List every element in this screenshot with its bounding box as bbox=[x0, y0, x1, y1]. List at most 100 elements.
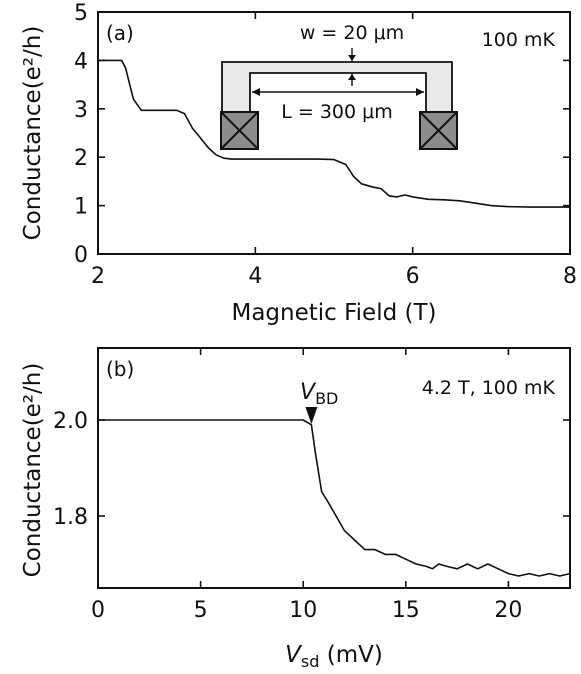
x-tick-label-b: 20 bbox=[494, 598, 522, 623]
data-point-b bbox=[179, 419, 181, 421]
data-point-b bbox=[548, 573, 551, 575]
data-point-a bbox=[152, 109, 154, 111]
breakdown-voltage-label: V bbox=[300, 380, 317, 405]
y-tick-label-b: 2.0 bbox=[53, 409, 88, 434]
data-point-a bbox=[207, 146, 209, 149]
data-point-a bbox=[569, 206, 571, 208]
data-point-a bbox=[231, 158, 233, 160]
data-point-b bbox=[321, 491, 323, 493]
plot-frame-a bbox=[97, 11, 571, 255]
data-point-b bbox=[446, 565, 448, 568]
data-point-a bbox=[215, 154, 217, 156]
x-axis-label-b-subscript: sd bbox=[301, 652, 320, 671]
right-contact-cross bbox=[419, 111, 458, 150]
data-point-b bbox=[507, 573, 510, 575]
x-tick-label-a: 2 bbox=[91, 264, 105, 289]
x-tick-label-b: 0 bbox=[91, 598, 105, 623]
data-point-a bbox=[121, 59, 123, 62]
data-point-a bbox=[404, 194, 406, 196]
data-point-b bbox=[384, 553, 386, 556]
data-point-b bbox=[200, 419, 202, 421]
data-point-a bbox=[360, 183, 363, 185]
conditions-annotation-b: 4.2 T, 100 mK bbox=[422, 377, 556, 399]
data-point-a bbox=[176, 109, 178, 111]
x-tick-label-b: 15 bbox=[392, 598, 420, 623]
series-line-b bbox=[98, 419, 571, 577]
data-point-b bbox=[466, 563, 468, 565]
data-point-b bbox=[310, 424, 313, 426]
data-point-a bbox=[270, 158, 272, 160]
data-point-b bbox=[374, 549, 376, 551]
x-tick-label-a: 8 bbox=[563, 264, 577, 289]
panel-b: (b) 4.2 T, 100 mK VBD Vsd (mV) Conductan… bbox=[20, 347, 571, 671]
data-point-b bbox=[282, 419, 284, 421]
data-point-a bbox=[412, 196, 414, 198]
panel-label-a: (a) bbox=[106, 21, 134, 45]
data-point-b bbox=[158, 419, 161, 421]
data-point-a bbox=[396, 196, 398, 198]
data-point-a bbox=[223, 157, 225, 159]
data-point-b bbox=[538, 575, 540, 577]
left-contact-cross bbox=[220, 111, 259, 150]
series-line-a bbox=[98, 59, 570, 208]
data-point-b bbox=[302, 419, 304, 421]
breakdown-voltage-arrowhead bbox=[305, 407, 318, 424]
data-point-a bbox=[443, 199, 445, 201]
data-point-b bbox=[569, 573, 571, 575]
data-point-b bbox=[220, 419, 222, 421]
y-tick-label-a: 4 bbox=[74, 49, 88, 74]
data-point-a bbox=[183, 113, 186, 115]
data-point-b bbox=[394, 553, 397, 556]
plot-frame-b bbox=[97, 347, 571, 589]
data-point-b bbox=[117, 419, 120, 421]
data-point-a bbox=[427, 198, 429, 200]
data-point-b bbox=[518, 575, 520, 577]
data-point-b bbox=[364, 549, 366, 551]
data-point-b bbox=[261, 419, 263, 421]
data-point-a bbox=[345, 163, 347, 166]
data-point-a bbox=[124, 67, 127, 69]
data-point-b bbox=[335, 515, 337, 517]
length-label: L = 300 μm bbox=[281, 101, 393, 123]
data-point-a bbox=[333, 159, 335, 161]
data-point-b bbox=[314, 453, 317, 455]
data-point-a bbox=[246, 158, 249, 160]
data-point-a bbox=[140, 109, 142, 111]
data-point-a bbox=[199, 137, 201, 139]
y-tick-label-a: 1 bbox=[74, 195, 88, 220]
x-tick-label-b: 10 bbox=[289, 598, 317, 623]
data-point-b bbox=[353, 539, 356, 541]
y-axis-label-a: Conductance(e²/h) bbox=[20, 26, 46, 241]
data-point-b bbox=[438, 563, 440, 565]
data-point-a bbox=[97, 59, 99, 62]
data-point-a bbox=[459, 200, 461, 202]
x-tick-label-a: 6 bbox=[406, 264, 420, 289]
y-tick-label-b: 1.8 bbox=[53, 505, 88, 530]
data-point-a bbox=[353, 175, 355, 178]
data-point-b bbox=[431, 568, 434, 570]
data-point-b bbox=[477, 568, 479, 570]
y-tick-label-a: 3 bbox=[74, 98, 88, 123]
data-point-a bbox=[388, 195, 390, 197]
panel-a: (a) 100 mK w = 20 μm L = 300 μm Magnetic… bbox=[20, 1, 577, 326]
data-point-b bbox=[497, 568, 499, 570]
data-point-b bbox=[97, 419, 99, 421]
data-point-b bbox=[292, 419, 294, 421]
data-point-b bbox=[415, 563, 417, 565]
device-schematic-inset: w = 20 μm L = 300 μm bbox=[220, 22, 458, 150]
data-point-b bbox=[327, 501, 329, 503]
x-axis-label-b-main: V bbox=[285, 642, 303, 668]
data-point-a bbox=[380, 188, 382, 190]
x-axis-label-b-unit: (mV) bbox=[319, 642, 382, 668]
data-point-b bbox=[559, 575, 561, 577]
data-point-b bbox=[343, 529, 345, 532]
y-tick-label-a: 0 bbox=[74, 243, 88, 268]
panel-label-b: (b) bbox=[106, 357, 134, 381]
x-axis-label-b: Vsd (mV) bbox=[285, 642, 383, 671]
length-arrowhead-right bbox=[416, 88, 424, 96]
y-axis-label-b: Conductance(e²/h) bbox=[20, 363, 46, 578]
data-point-a bbox=[294, 158, 296, 160]
data-point-b bbox=[425, 565, 427, 568]
breakdown-voltage-subscript: BD bbox=[315, 389, 338, 408]
